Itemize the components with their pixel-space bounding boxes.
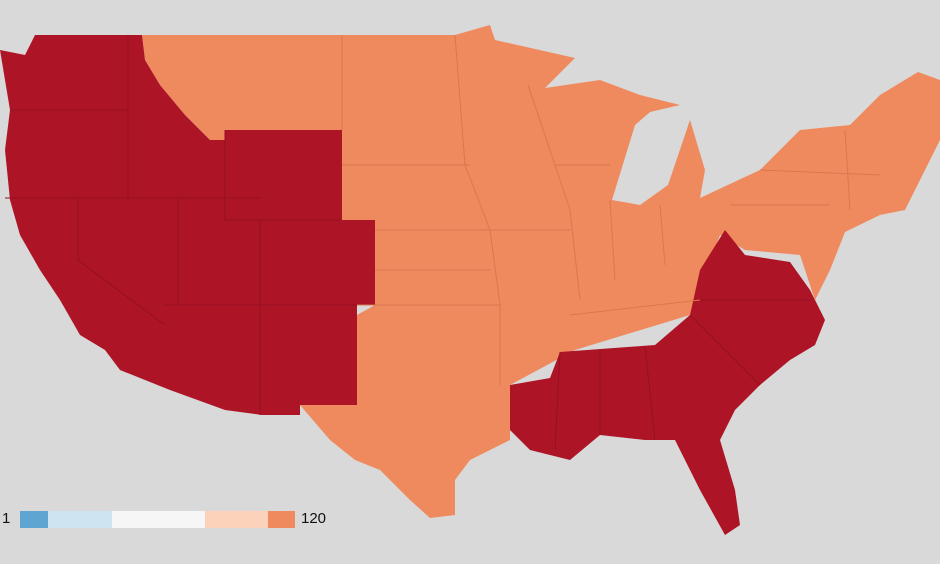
legend-max-label: 120 (301, 510, 326, 527)
legend-swatch (205, 511, 268, 528)
color-legend: 1 120 (2, 510, 326, 528)
legend-swatch (112, 511, 205, 528)
state-borders (5, 35, 810, 451)
region-dark-west (0, 35, 375, 415)
legend-swatch (20, 511, 48, 528)
region-light (142, 25, 940, 518)
legend-min-label: 1 (2, 510, 10, 527)
legend-swatch (48, 511, 112, 528)
state-borders (341, 34, 881, 385)
legend-swatch (268, 511, 295, 528)
us-map (0, 25, 940, 535)
region-dark-southeast (510, 230, 825, 535)
